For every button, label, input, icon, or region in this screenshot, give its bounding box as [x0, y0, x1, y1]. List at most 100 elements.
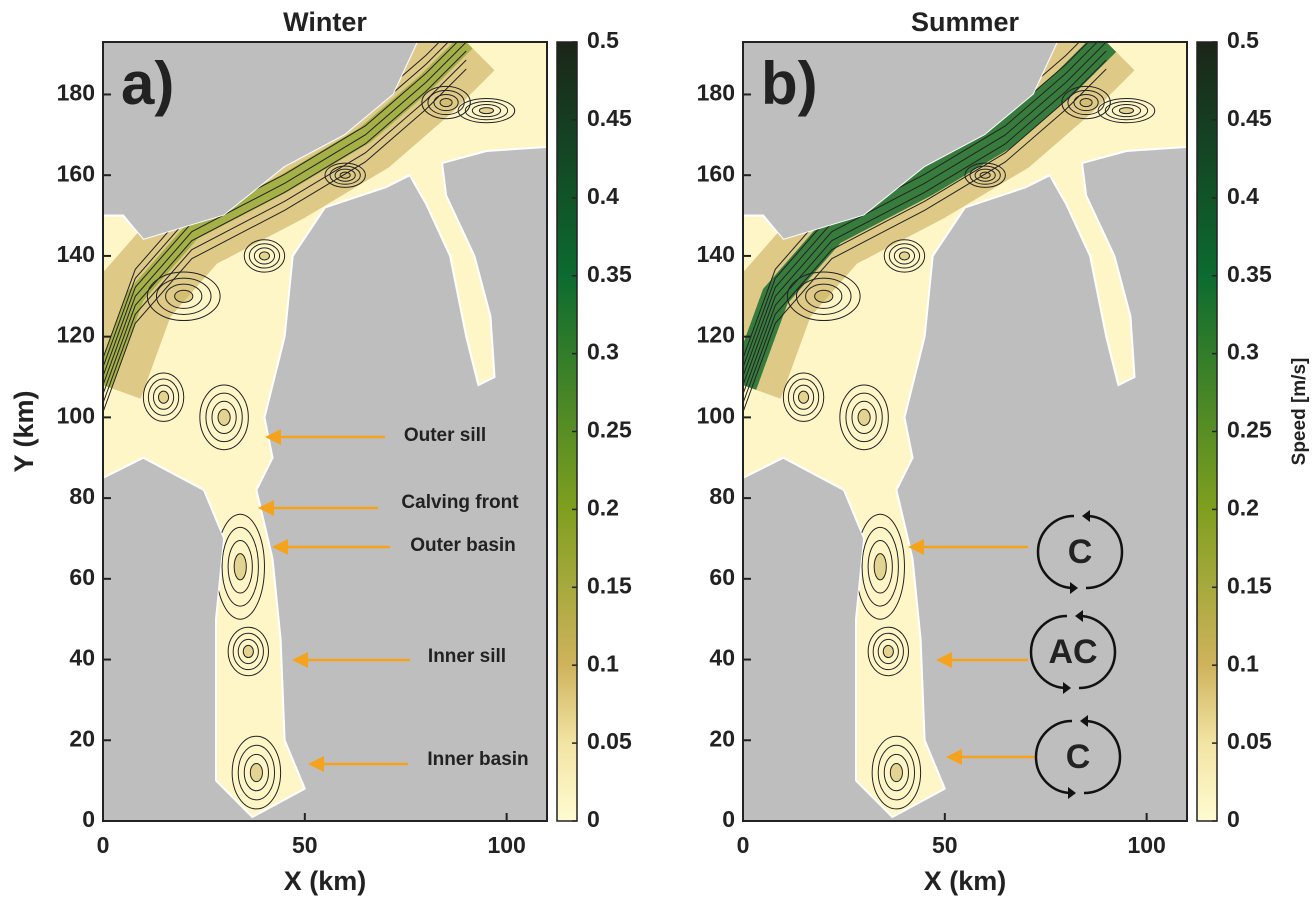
- streamline: [231, 735, 282, 810]
- streamline: [782, 372, 825, 422]
- streamline: [1061, 85, 1111, 120]
- streamline: [851, 400, 877, 435]
- streamline: [147, 378, 180, 416]
- y-tick-label: 80: [709, 483, 735, 509]
- streamline: [232, 632, 264, 671]
- rotation-arc: [1034, 719, 1073, 795]
- x-axis-label: X (km): [284, 866, 367, 896]
- streamline: [786, 271, 861, 322]
- y-axis-label: Y (km): [9, 390, 39, 472]
- streamline: [893, 247, 916, 265]
- x-axis-label: X (km): [924, 866, 1007, 896]
- y-tick-label: 60: [69, 564, 95, 590]
- streamline: [243, 753, 270, 792]
- streamline: [433, 93, 459, 112]
- flow-field: [743, 42, 1156, 810]
- y-tick-label: 120: [697, 322, 735, 348]
- streamline: [233, 553, 247, 581]
- streamline: [877, 744, 916, 801]
- rotation-arrow: [1082, 510, 1090, 522]
- colorbar-tick-label: 0.45: [1227, 105, 1272, 131]
- streamline: [795, 277, 852, 315]
- arrow-head: [258, 500, 274, 516]
- streamline: [743, 50, 1107, 395]
- colorbar-tick-label: 0.3: [1227, 339, 1259, 365]
- y-tick-label: 140: [697, 241, 735, 267]
- rotation-arc: [1083, 719, 1122, 795]
- streamline: [1097, 97, 1156, 124]
- colorbar-tick-label: 0.15: [1227, 572, 1272, 598]
- streamline: [1118, 107, 1135, 115]
- arrow-head: [308, 756, 324, 772]
- streamline: [979, 171, 991, 179]
- streamline: [142, 372, 185, 422]
- streamline: [103, 42, 467, 386]
- colorbar-tick-label: 0.5: [1227, 27, 1259, 53]
- streamline: [248, 243, 281, 269]
- streamline: [242, 644, 254, 659]
- streamline: [464, 101, 509, 121]
- y-tick-label: 160: [697, 160, 735, 186]
- streamline: [877, 638, 899, 665]
- annotation: Outer sill: [404, 425, 486, 446]
- y-tick-label: 0: [82, 806, 95, 832]
- streamline: [883, 753, 910, 792]
- axes-frame: [102, 41, 548, 822]
- colorbar-tick-label: 0.25: [587, 417, 632, 443]
- streamline: [814, 289, 834, 303]
- rotation-label: C: [1068, 533, 1093, 571]
- colorbar-tick-label: 0.35: [1227, 261, 1272, 287]
- streamline: [217, 408, 231, 426]
- colorbar-tick-label: 0.1: [587, 650, 619, 676]
- streamline: [237, 638, 259, 665]
- streamline: [857, 408, 871, 426]
- rotation-label: AC: [1048, 633, 1097, 671]
- streamline: [845, 392, 883, 443]
- streamline: [339, 171, 351, 179]
- panel-label: b): [761, 50, 818, 117]
- streamline: [1073, 93, 1099, 112]
- rotation-arc: [1036, 514, 1075, 590]
- streamline: [964, 162, 1006, 188]
- streamline: [205, 392, 243, 443]
- rotation-arrow: [1063, 682, 1071, 694]
- streamline: [421, 85, 471, 120]
- colorbar-label: Speed [m/s]: [1289, 358, 1310, 466]
- streamline: [103, 68, 467, 413]
- streamline: [103, 59, 467, 404]
- x-tick-label: 0: [737, 832, 750, 858]
- streamline: [1111, 104, 1142, 118]
- colorbar-tick-label: 0: [1227, 806, 1240, 832]
- streamline: [471, 104, 502, 118]
- streamline: [146, 271, 221, 322]
- x-tick-label: 50: [292, 832, 318, 858]
- y-tick-label: 60: [709, 564, 735, 590]
- streamline: [889, 762, 903, 783]
- streamline: [974, 168, 996, 182]
- panel-title: Summer: [911, 7, 1020, 37]
- streamline: [867, 539, 893, 594]
- rotation-arc: [1085, 514, 1124, 590]
- arrow-head: [292, 652, 308, 668]
- colorbar-tick-label: 0.5: [587, 27, 619, 53]
- rotation-arc: [1078, 614, 1117, 690]
- streamline: [253, 247, 276, 265]
- streamline: [174, 289, 194, 303]
- streamline: [873, 553, 887, 581]
- y-tick-label: 80: [69, 483, 95, 509]
- y-tick-label: 180: [57, 80, 95, 106]
- streamline: [211, 400, 237, 435]
- streamline: [743, 42, 1107, 377]
- streamline: [199, 384, 249, 451]
- colorbar-tick-label: 0.3: [587, 339, 619, 365]
- streamline: [839, 384, 889, 451]
- panel-label: a): [121, 50, 174, 117]
- streamline: [329, 165, 361, 185]
- streamline: [743, 68, 1107, 413]
- arrow-head: [946, 749, 962, 765]
- streamline: [743, 59, 1107, 404]
- streamline: [243, 239, 286, 273]
- streamline: [1104, 101, 1149, 121]
- rotation-label: C: [1066, 738, 1091, 776]
